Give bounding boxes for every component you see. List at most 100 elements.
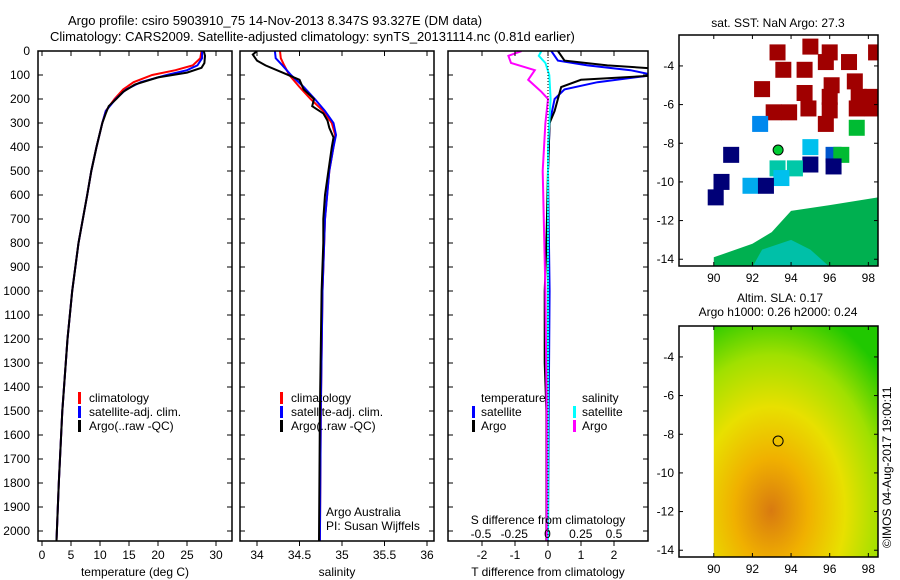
sst-data-square: [802, 139, 819, 156]
y-tick-label: 1200: [3, 332, 30, 346]
sla-map-title-line-1: Altim. SLA: 0.17: [737, 291, 823, 305]
y-tick-label: 800: [10, 236, 30, 250]
sst-data-square: [707, 189, 724, 206]
map-frame: [678, 325, 879, 558]
y-tick-label: -6: [663, 389, 674, 403]
y-tick-label: 200: [10, 92, 30, 106]
y-tick-label: 300: [10, 116, 30, 130]
y-tick-label: 500: [10, 164, 30, 178]
series-line-s-argo: [507, 51, 550, 541]
title-line-2: Climatology: CARS2009. Satellite-adjuste…: [50, 29, 575, 44]
y-tick-label: 1500: [3, 404, 30, 418]
sst-data-square: [796, 84, 813, 101]
sst-data-square: [821, 102, 838, 119]
legend-swatch: [472, 406, 475, 418]
legend-label: satellite-adj. clim.: [89, 405, 181, 419]
x-tick-label: 36: [420, 548, 434, 562]
series-group: [251, 51, 338, 541]
x-tick-label: 30: [209, 548, 223, 562]
legend-label: satellite-adj. clim.: [291, 405, 383, 419]
sst-data-square: [868, 44, 878, 61]
y-tick-label: 1300: [3, 356, 30, 370]
legend-label: Argo(..raw -QC): [89, 419, 174, 433]
y-tick-label: 1100: [4, 308, 30, 322]
x-tick-label: 92: [746, 271, 760, 285]
x-axis-label: temperature (deg C): [81, 565, 189, 579]
sst-data-square: [781, 104, 798, 121]
map-content: [713, 326, 878, 557]
y-tick-label: -4: [663, 350, 674, 364]
y-tick-label: 700: [10, 212, 30, 226]
sst-data-square: [841, 54, 858, 71]
title-line-1: Argo profile: csiro 5903910_75 14-Nov-20…: [68, 13, 483, 28]
temperature-panel: 0 5 10 15 20 25 30 temperature (deg C) 0 100 200 30…: [3, 44, 233, 579]
legend-swatch: [78, 420, 81, 432]
series-group: [507, 51, 648, 541]
sst-data-square: [796, 61, 813, 78]
x-tick-label: 98: [862, 562, 876, 576]
sst-data-square: [773, 170, 790, 187]
x-tick-label: -2: [477, 548, 488, 562]
sst-data-square: [821, 88, 838, 105]
sst-data-square: [846, 73, 863, 90]
x2-tick-label: 0.5: [606, 527, 623, 541]
y-tick-label: 600: [10, 188, 30, 202]
y-tick-label: 0: [23, 44, 30, 58]
argo-position-marker: [772, 144, 784, 156]
y-tick-label: -4: [663, 59, 674, 73]
sst-data-square: [848, 119, 865, 136]
y-tick-label: -8: [663, 136, 674, 150]
x-tick-label: 35: [335, 548, 349, 562]
sst-data-square: [802, 156, 819, 173]
sst-data-square: [848, 100, 865, 117]
legend-label: climatology: [291, 391, 351, 405]
plot-frame: [239, 50, 435, 542]
legend-swatch: [280, 392, 283, 404]
x-tick-label: 5: [68, 548, 75, 562]
salinity-panel: 34 34.5 35 35.5 36 salinity climatologysatelli…: [239, 50, 435, 579]
y-tick-label: -14: [657, 543, 675, 557]
x2-tick-label: -0.25: [501, 527, 529, 541]
legend-swatch: [573, 406, 576, 418]
y-tick-label: 1800: [3, 476, 30, 490]
legend-label: Argo(..raw -QC): [291, 419, 376, 433]
sst-data-square: [765, 104, 782, 121]
x2-tick-label: -0.5: [471, 527, 492, 541]
x-axis-label: T difference from climatology: [471, 565, 625, 579]
x-tick-label: 1: [578, 548, 585, 562]
sst-data-square: [757, 177, 774, 194]
y-tick-label: -8: [663, 427, 674, 441]
sst-data-square: [752, 115, 769, 132]
x-tick-label: 98: [862, 271, 876, 285]
sst-data-square: [825, 158, 842, 175]
legend-swatch: [280, 420, 283, 432]
sst-data-square: [817, 115, 834, 132]
sst-land-adjacent-field: [713, 197, 878, 266]
sst-data-square: [754, 81, 771, 98]
x-tick-label: 0: [39, 548, 46, 562]
map-content: [707, 38, 878, 266]
x-tick-label: 25: [180, 548, 194, 562]
series-group: [55, 51, 207, 541]
series-line-satellite-adj-clim-: [55, 51, 204, 541]
x2-tick-label: 0.25: [569, 527, 593, 541]
x-tick-label: 90: [707, 562, 721, 576]
y-tick-label: -6: [663, 98, 674, 112]
y-tick-label: -12: [657, 505, 675, 519]
sst-map: sat. SST: NaN Argo: 27.3 90 92 94 96 98 -4 -6 -8…: [657, 16, 879, 285]
sst-data-square: [723, 146, 740, 163]
y-tick-label: 1700: [3, 452, 30, 466]
y-tick-label: 1600: [3, 428, 30, 442]
sst-data-square: [786, 160, 803, 177]
sst-data-square: [769, 44, 786, 61]
y-tick-label: 2000: [3, 524, 30, 538]
y-tick-label: 900: [10, 260, 30, 274]
legend-label: Argo: [481, 419, 507, 433]
legend-label: climatology: [89, 391, 149, 405]
y-tick-label: 1400: [3, 380, 30, 394]
legend-heading-temperature: temperature: [481, 391, 546, 405]
sst-data-square: [800, 100, 817, 117]
legend-label: Argo: [582, 419, 608, 433]
